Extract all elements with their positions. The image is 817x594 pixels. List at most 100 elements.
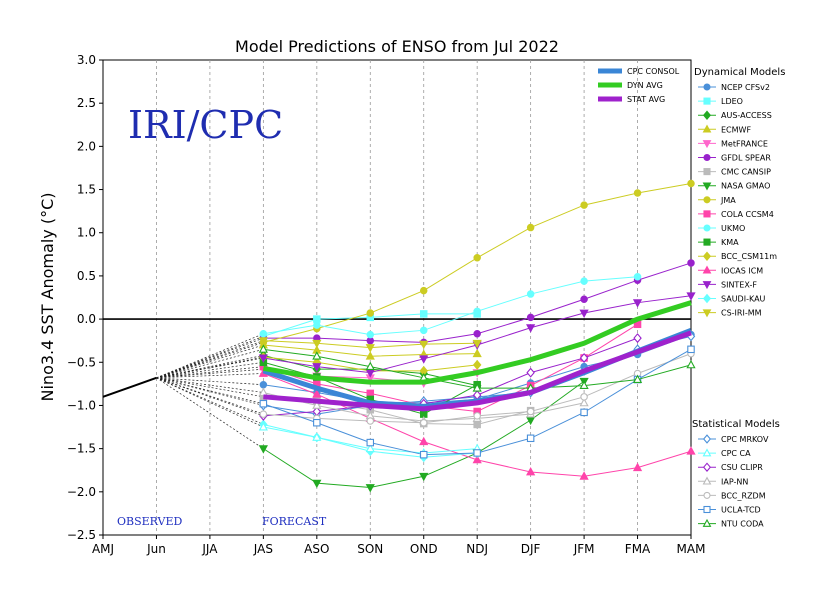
point-ucla-tcd bbox=[419, 450, 428, 459]
point-cs-iri-mm bbox=[365, 344, 375, 353]
forecast-label: FORECAST bbox=[262, 515, 327, 528]
legend-marker-cpc-mrkov bbox=[702, 434, 712, 444]
point-ukmo bbox=[259, 330, 268, 338]
legend-label-cmc-cansip: CMC CANSIP bbox=[721, 168, 771, 177]
point-ldeo bbox=[419, 310, 428, 318]
point-jma bbox=[366, 309, 375, 317]
point-cola-ccsm4 bbox=[366, 389, 375, 398]
observed-label: OBSERVED bbox=[117, 515, 183, 528]
point-cs-iri-mm bbox=[419, 340, 429, 350]
point-bcc-rzdm bbox=[366, 417, 375, 425]
legend-label-cpc-mrkov: CPC MRKOV bbox=[721, 435, 769, 444]
series-ucla-tcd bbox=[259, 345, 695, 459]
observed-line bbox=[102, 376, 157, 398]
y-tick-label: 1.0 bbox=[77, 226, 96, 240]
legend-marker-ldeo bbox=[703, 97, 711, 105]
line-cola-ccsm4 bbox=[263, 323, 638, 413]
point-ukmo bbox=[580, 277, 588, 285]
legend-marker-ucla-tcd bbox=[703, 505, 711, 514]
y-tick-label: −1.0 bbox=[67, 398, 96, 412]
legend-label-bcc-rzdm: BCC_RZDM bbox=[721, 491, 766, 500]
point-iocas-icm bbox=[419, 436, 429, 446]
series-cs-iri-mm bbox=[258, 337, 482, 353]
avg-line-stat-avg bbox=[263, 330, 692, 412]
point-jma bbox=[526, 223, 535, 232]
x-tick-label: SON bbox=[357, 542, 383, 556]
connector-metfrance bbox=[156, 368, 264, 379]
line-ukmo bbox=[263, 276, 638, 336]
x-tick-label: JAS bbox=[253, 542, 273, 556]
observed-series bbox=[102, 376, 157, 398]
connector-iocas-icm bbox=[156, 373, 264, 379]
point-ucla-tcd bbox=[259, 399, 268, 408]
x-tick-label: JJA bbox=[201, 542, 218, 556]
legend-label-ntu-coda: NTU CODA bbox=[721, 520, 764, 529]
point-gfdl-spear bbox=[473, 330, 481, 338]
legend-label-cpc-consol: CPC CONSOL bbox=[627, 67, 680, 76]
legend-label-kma: KMA bbox=[721, 238, 739, 247]
connector-ukmo bbox=[156, 333, 264, 379]
point-ucla-tcd bbox=[313, 418, 321, 427]
point-ncep-cfsv2 bbox=[259, 380, 268, 389]
point-bcc-rzdm bbox=[419, 418, 428, 427]
legend-marker-iocas-icm bbox=[702, 265, 712, 274]
connector-saudi-kau bbox=[156, 377, 264, 425]
plot-area bbox=[102, 59, 692, 536]
connector-ntu-coda bbox=[156, 348, 264, 379]
legend-label-jma: JMA bbox=[720, 196, 736, 205]
legend-marker-cola-ccsm4 bbox=[703, 210, 711, 218]
point-ucla-tcd bbox=[526, 434, 535, 443]
point-ukmo bbox=[366, 330, 375, 339]
y-tick-label: 0.0 bbox=[77, 312, 96, 326]
point-iap-nn bbox=[579, 397, 589, 407]
point-gfdl-spear bbox=[366, 336, 375, 345]
legend-marker-ntu-coda bbox=[702, 518, 712, 527]
point-sintex-f bbox=[526, 324, 536, 333]
legend-label-bcc-csm11m: BCC_CSM11m bbox=[721, 252, 777, 261]
point-bcc-rzdm bbox=[259, 410, 268, 418]
avg-line-dyn-avg bbox=[262, 300, 692, 385]
legend-marker-cs-iri-mm bbox=[702, 309, 712, 318]
legend-label-iocas-icm: IOCAS ICM bbox=[721, 266, 763, 275]
point-nasa-gmao bbox=[419, 472, 429, 482]
y-tick-label: 1.5 bbox=[77, 183, 96, 197]
point-bcc-rzdm bbox=[580, 393, 588, 401]
connector-ldeo bbox=[156, 336, 264, 379]
x-tick-label: Jun bbox=[146, 542, 166, 556]
dynamical-legend-title: Dynamical Models bbox=[694, 67, 785, 78]
connector-bcc-rzdm bbox=[156, 377, 264, 415]
point-iocas-icm bbox=[312, 389, 322, 398]
point-nasa-gmao bbox=[365, 484, 375, 493]
point-bcc-csm11m bbox=[472, 359, 482, 370]
legend-marker-cpc-ca bbox=[702, 448, 712, 457]
average-legend: CPC CONSOL DYN AVG STAT AVG bbox=[598, 67, 680, 104]
point-sintex-f bbox=[686, 292, 696, 301]
point-ucla-tcd bbox=[580, 408, 588, 417]
x-tick-label: MAM bbox=[677, 542, 706, 556]
x-tick-label: AMJ bbox=[92, 542, 114, 556]
point-cmc-cansip bbox=[473, 420, 481, 429]
y-tick-label: −2.0 bbox=[67, 485, 96, 499]
y-tick-label: −0.5 bbox=[67, 355, 96, 369]
x-axis: AMJ Jun JJA JAS ASO SON OND NDJ DJF JFM FMA MAM bbox=[92, 535, 706, 556]
legend-label-ukmo: UKMO bbox=[721, 224, 745, 233]
legend-marker-iap-nn bbox=[702, 476, 712, 485]
x-tick-label: DJF bbox=[521, 542, 541, 556]
connector-cs-iri-mm bbox=[156, 340, 264, 379]
point-jma bbox=[419, 286, 428, 295]
connector-gfdl-spear bbox=[156, 337, 264, 379]
point-sintex-f bbox=[258, 354, 268, 363]
x-tick-label: ASO bbox=[304, 542, 329, 556]
point-csu-clipr bbox=[579, 352, 589, 363]
point-ucla-tcd bbox=[366, 438, 375, 447]
legend-marker-ncep-cfsv2 bbox=[703, 83, 711, 91]
legend-label-cola-ccsm4: COLA CCSM4 bbox=[721, 210, 774, 219]
x-tick-label: JFM bbox=[573, 542, 595, 556]
connector-csu-clipr bbox=[156, 377, 264, 417]
point-iocas-icm bbox=[686, 446, 696, 455]
point-cs-iri-mm bbox=[472, 339, 482, 349]
point-bcc-rzdm bbox=[473, 412, 481, 420]
point-sintex-f bbox=[632, 299, 643, 308]
point-jma bbox=[687, 179, 695, 188]
point-iocas-icm bbox=[579, 471, 589, 480]
